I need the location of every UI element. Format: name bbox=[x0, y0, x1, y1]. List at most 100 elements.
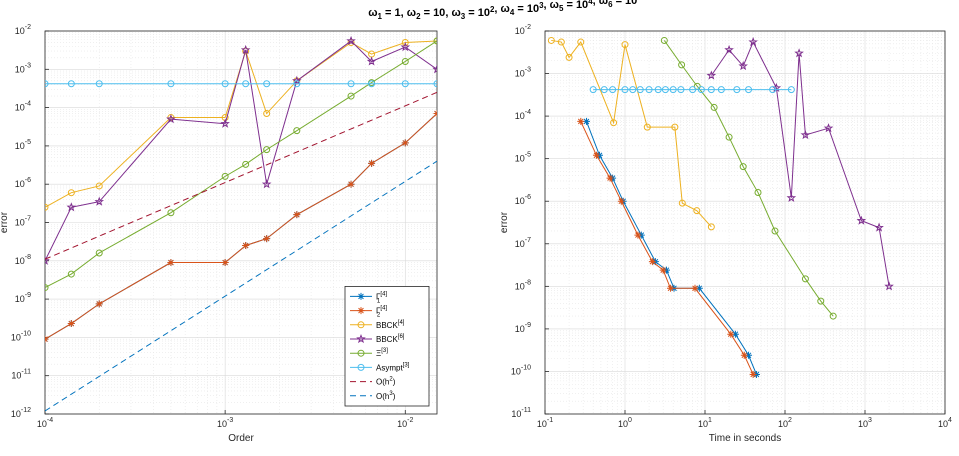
marker-asympt bbox=[45, 80, 49, 88]
series-line-gamma1 bbox=[586, 121, 757, 375]
marker-xi3 bbox=[433, 37, 437, 45]
marker-asympt bbox=[697, 86, 705, 94]
marker-gamma2 bbox=[577, 117, 585, 125]
marker-gamma2 bbox=[634, 231, 642, 239]
marker-asympt bbox=[293, 80, 301, 88]
legend-marker-gamma2 bbox=[357, 307, 365, 315]
marker-xi3 bbox=[660, 36, 668, 44]
y-tick-label: 10-2 bbox=[515, 24, 531, 36]
marker-xi3 bbox=[67, 270, 75, 278]
x-tick-label: 10-3 bbox=[217, 417, 233, 429]
marker-xi3 bbox=[347, 92, 355, 100]
figure-title: ω1 = 1, ω2 = 10, ω3 = 102, ω4 = 103, ω5 … bbox=[368, 0, 642, 21]
marker-gamma2 bbox=[691, 284, 699, 292]
x-tick-label: 10-2 bbox=[397, 417, 413, 429]
marker-xi3 bbox=[167, 209, 175, 217]
y-tick-label: 10-7 bbox=[515, 237, 531, 249]
marker-asympt bbox=[242, 80, 250, 88]
marker-asympt bbox=[717, 86, 725, 94]
legend-marker-gamma1 bbox=[357, 292, 365, 300]
marker-xi3 bbox=[401, 57, 409, 65]
marker-bbck4 bbox=[67, 189, 75, 197]
marker-xi3 bbox=[739, 163, 747, 171]
y-tick-label: 10-11 bbox=[511, 407, 531, 419]
marker-bbck6 bbox=[346, 35, 356, 46]
marker-bbck6 bbox=[366, 56, 377, 66]
marker-bbck6 bbox=[261, 179, 272, 189]
marker-bbck4 bbox=[671, 123, 679, 131]
y-tick-label: 10-5 bbox=[15, 139, 31, 151]
marker-asympt bbox=[787, 86, 795, 94]
marker-bbck4 bbox=[693, 207, 701, 215]
legend-label-gamma2: Γ[4] 2 bbox=[376, 306, 387, 319]
marker-gamma1 bbox=[582, 117, 590, 125]
x-tick-label: 104 bbox=[938, 417, 952, 429]
marker-bbck4 bbox=[565, 53, 573, 61]
marker-bbck6 bbox=[706, 70, 717, 80]
left-axes: 10-4 10-3 10-2 10-12 10-11 10-10 10-9 10-8 10-7 1… bbox=[0, 24, 438, 444]
marker-xi3 bbox=[817, 297, 825, 305]
y-tick-label: 10-10 bbox=[11, 330, 31, 342]
marker-bbck4 bbox=[547, 36, 555, 44]
marker-gamma2 bbox=[727, 330, 735, 338]
marker-bbck6 bbox=[800, 129, 811, 140]
marker-bbck6 bbox=[432, 64, 437, 74]
marker-gamma1 bbox=[731, 330, 739, 338]
marker-asympt bbox=[609, 86, 617, 94]
y-tick-label: 10-9 bbox=[515, 322, 531, 334]
y-tick-label: 10-4 bbox=[515, 109, 531, 121]
marker-asympt bbox=[263, 80, 271, 88]
marker-bbck4 bbox=[95, 182, 103, 190]
y-axis-label: error bbox=[0, 211, 10, 233]
series-line-xi3 bbox=[45, 40, 437, 289]
marker-gamma2 bbox=[293, 211, 301, 219]
marker-asympt bbox=[368, 80, 376, 88]
marker-xi3 bbox=[801, 275, 809, 283]
marker-gamma2 bbox=[368, 159, 376, 167]
x-tick-label: 102 bbox=[778, 417, 792, 429]
marker-bbck6 bbox=[94, 196, 105, 206]
marker-bbck6 bbox=[66, 202, 77, 212]
marker-gamma2 bbox=[95, 300, 103, 308]
series-line-oh3 bbox=[45, 160, 437, 412]
x-tick-label: 10-4 bbox=[37, 417, 53, 429]
marker-asympt bbox=[589, 86, 597, 94]
marker-xi3 bbox=[95, 249, 103, 257]
series-line-gamma2 bbox=[580, 121, 754, 375]
marker-gamma2 bbox=[221, 259, 229, 267]
marker-gamma2 bbox=[617, 197, 625, 205]
marker-gamma1 bbox=[745, 351, 753, 359]
marker-xi3 bbox=[263, 146, 271, 154]
y-tick-label: 10-3 bbox=[15, 62, 31, 74]
marker-asympt bbox=[661, 86, 669, 94]
marker-gamma2 bbox=[242, 242, 250, 250]
marker-xi3 bbox=[221, 172, 229, 180]
marker-asympt bbox=[707, 86, 715, 94]
marker-gamma2 bbox=[659, 266, 667, 274]
marker-gamma2 bbox=[67, 320, 75, 328]
legend-label-oh2: O(h2) bbox=[376, 377, 396, 387]
legend-label-xi3: Ξ[3] bbox=[376, 348, 388, 358]
marker-asympt bbox=[769, 86, 777, 94]
marker-bbck6 bbox=[874, 222, 884, 232]
marker-xi3 bbox=[710, 103, 718, 111]
x-axis-label: Time in seconds bbox=[709, 433, 781, 444]
marker-bbck6 bbox=[794, 48, 804, 58]
marker-bbck4 bbox=[610, 119, 618, 127]
y-tick-label: 10-9 bbox=[15, 292, 31, 304]
y-tick-label: 10-8 bbox=[515, 279, 531, 291]
marker-asympt bbox=[745, 86, 753, 94]
marker-bbck6 bbox=[884, 281, 894, 291]
y-tick-label: 10-11 bbox=[11, 369, 31, 381]
marker-xi3 bbox=[725, 133, 733, 141]
marker-bbck6 bbox=[220, 118, 230, 128]
marker-asympt bbox=[669, 86, 677, 94]
marker-bbck4 bbox=[557, 38, 565, 46]
marker-asympt bbox=[689, 86, 697, 94]
marker-bbck6 bbox=[786, 192, 797, 202]
y-tick-label: 10-6 bbox=[515, 194, 531, 206]
marker-asympt bbox=[347, 80, 355, 88]
marker-gamma2 bbox=[167, 259, 175, 267]
y-axis-label: error bbox=[499, 211, 510, 233]
marker-xi3 bbox=[678, 61, 686, 69]
